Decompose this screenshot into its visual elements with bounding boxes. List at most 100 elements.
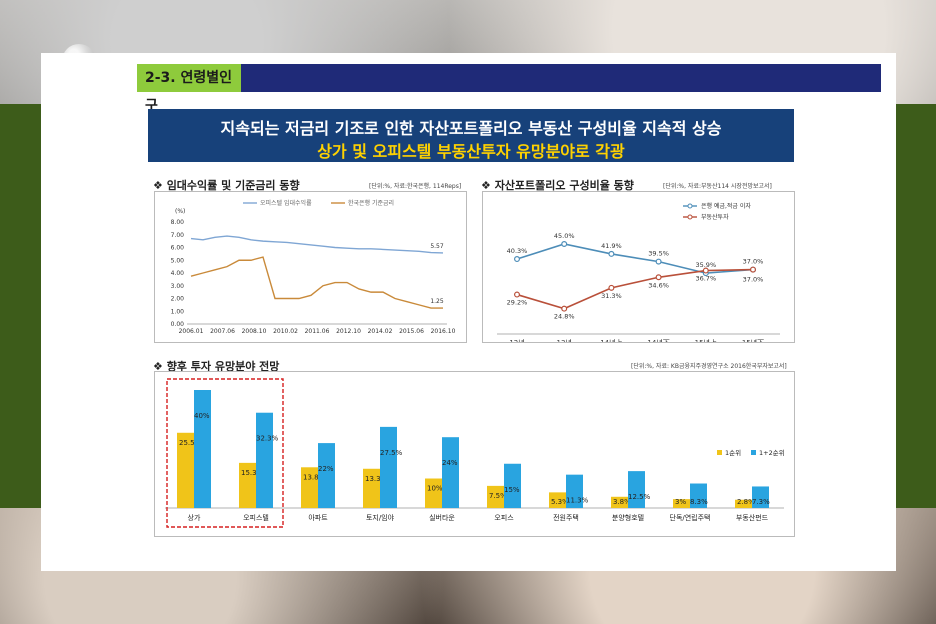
data-point <box>561 305 568 312</box>
bar-rank12 <box>194 390 211 508</box>
bar-rank1 <box>487 485 504 508</box>
bar-rank12 <box>380 426 397 508</box>
bar-value-label: 15% <box>504 486 520 494</box>
series-end-label: 5.57 <box>430 243 444 250</box>
bar-rank12 <box>256 412 273 508</box>
x-tick-label: 2010.02 <box>273 328 298 335</box>
bar-value-label: 25.5% <box>179 439 202 447</box>
bar-value-label: 3% <box>675 498 686 506</box>
headline-line-1: 지속되는 저금리 기조로 인한 자산포트폴리오 부동산 구성비율 지속적 상승 <box>220 119 722 138</box>
headline-line-2: 상가 및 오피스텔 부동산투자 유망분야로 각광 <box>317 142 625 161</box>
legend-label: 1+2순위 <box>759 449 785 457</box>
bar-value-label: 7.3% <box>752 498 770 506</box>
y-tick-label: 8.00 <box>171 219 185 226</box>
bar-value-label: 15.3% <box>241 469 264 477</box>
panel-portfolio-title: ❖ 자산포트폴리오 구성비율 동향 <box>481 179 634 192</box>
bar-rank12 <box>318 443 335 508</box>
bar-rank1 <box>735 499 752 508</box>
bar-value-label: 12.5% <box>628 493 651 501</box>
panel-rent-rate-box: (%) 0.00 1.00 2.00 3.00 4.00 5.00 6.00 7.00 8.00 2… <box>154 191 467 343</box>
x-tick-label: 13년 <box>557 338 572 342</box>
bar-value-label: 2.8% <box>737 498 755 506</box>
data-point <box>750 266 757 273</box>
y-tick-label: 5.00 <box>171 257 185 264</box>
bar-rank1 <box>239 462 256 508</box>
legend-marker <box>687 214 693 220</box>
category-label: 상가 <box>188 513 201 522</box>
data-label: 40.3% <box>507 247 528 255</box>
data-label: 45.0% <box>554 232 575 240</box>
y-tick-label: 1.00 <box>171 308 185 315</box>
bar-rank1 <box>549 492 566 508</box>
data-label: 35.9% <box>695 261 716 269</box>
category-label: 전원주택 <box>553 513 579 522</box>
bar-value-label: 3.8% <box>613 498 631 506</box>
bar-rank12 <box>566 474 583 508</box>
data-label: 37.0% <box>743 258 764 266</box>
y-axis-unit: (%) <box>175 208 185 215</box>
highlight-box <box>166 378 284 528</box>
series-line-1 <box>516 243 754 274</box>
bar-value-label: 7.5% <box>489 492 507 500</box>
category-label: 단독/연립주택 <box>670 513 711 522</box>
series-line-1 <box>190 235 444 254</box>
x-tick-label: 2016.10 <box>431 328 456 335</box>
x-tick-label: 2014.02 <box>368 328 393 335</box>
legend-label: 한국은행 기준금리 <box>348 199 394 207</box>
portfolio-line-chart: 12년 13년 14년上 14년下 15년上 15년下 40.3% 45.0% 41.9% 39.… <box>497 202 780 347</box>
bar-rank1 <box>363 468 380 508</box>
bar-value-label: 24% <box>442 459 458 467</box>
x-tick-label: 2006.01 <box>179 328 204 335</box>
data-point <box>514 256 521 263</box>
y-tick-label: 7.00 <box>171 232 185 239</box>
rent-rate-line-chart: (%) 0.00 1.00 2.00 3.00 4.00 5.00 6.00 7.00 8.00 2… <box>171 199 456 335</box>
panel-portfolio-source: [단위:%, 자료:부동산114 시장전망보고서] <box>663 183 772 190</box>
bar-value-label: 8.3% <box>690 498 708 506</box>
y-tick-label: 4.00 <box>171 270 185 277</box>
bar-value-label: 22% <box>318 465 334 473</box>
bar-rank1 <box>611 496 628 508</box>
legend-label: 1순위 <box>725 449 741 457</box>
bar-rank1 <box>425 478 442 508</box>
bar-rank1 <box>177 432 194 508</box>
data-point <box>655 274 662 281</box>
category-label: 분양형호텔 <box>612 514 644 522</box>
y-tick-label: 6.00 <box>171 245 185 252</box>
category-label: 오피스텔 <box>243 513 269 522</box>
bar-value-label: 13.3% <box>365 475 388 483</box>
y-tick-label: 2.00 <box>171 296 185 303</box>
bar-value-label: 13.8% <box>303 473 326 481</box>
data-label: 36.7% <box>695 275 716 283</box>
bar-rank1 <box>673 499 690 508</box>
x-tick-label: 14년上 <box>600 338 622 342</box>
y-tick-label: 0.00 <box>171 321 185 328</box>
bar-rank1 <box>301 467 318 508</box>
bar-rank12 <box>628 471 645 508</box>
bar-value-label: 40% <box>194 412 210 420</box>
x-tick-label: 2015.06 <box>399 328 424 335</box>
bar-value-label: 27.5% <box>380 449 403 457</box>
data-point <box>608 250 615 257</box>
data-label: 34.6% <box>648 281 669 289</box>
bar-rank12 <box>504 463 521 508</box>
panel-investment-box: 25.5% 40% 상가 15.3% 32.3% 오피스텔 13.8% 22% 아파트 13.3%… <box>154 371 795 537</box>
slide: 2-3. 연령별인구 지속되는 저금리 기조로 인한 자산포트폴리오 부동산 구… <box>41 53 896 571</box>
data-point <box>655 258 662 265</box>
data-point <box>608 284 615 291</box>
data-label: 39.5% <box>648 250 669 258</box>
y-tick-label: 3.00 <box>171 283 185 290</box>
headline-banner: 지속되는 저금리 기조로 인한 자산포트폴리오 부동산 구성비율 지속적 상승 … <box>148 109 794 162</box>
legend-swatch <box>751 450 756 455</box>
x-tick-label: 15년上 <box>695 338 717 342</box>
data-label: 31.3% <box>601 292 622 300</box>
series-line-2 <box>516 268 754 310</box>
x-tick-label: 14년下 <box>647 338 669 342</box>
bar-value-label: 10% <box>427 485 443 493</box>
bar-rank12 <box>752 486 769 508</box>
data-label: 41.9% <box>601 242 622 250</box>
panel-rent-rate-title: ❖ 임대수익률 및 기준금리 동향 <box>153 179 300 192</box>
data-label: 24.8% <box>554 313 575 321</box>
panel-investment-source: [단위:%, 자료: KB금융지주경영연구소 2016한국부자보고서] <box>631 363 787 370</box>
bar-value-label: 32.3% <box>256 435 279 443</box>
category-label: 부동산펀드 <box>736 513 769 522</box>
